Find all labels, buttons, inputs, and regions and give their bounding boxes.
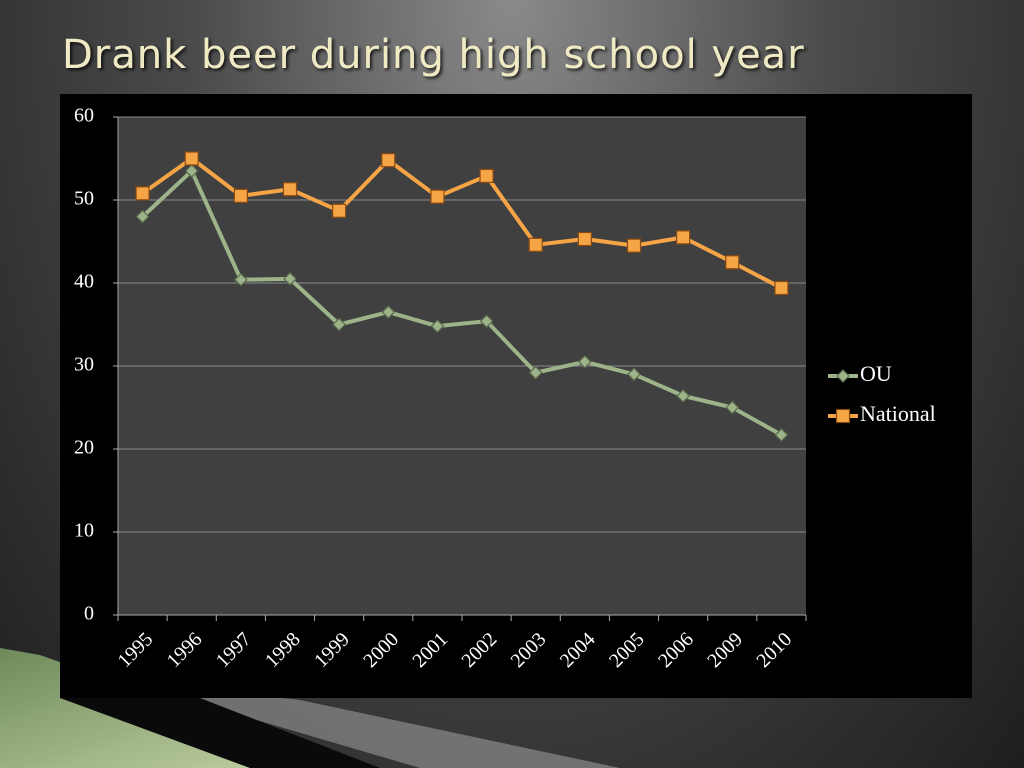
data-point <box>774 428 789 442</box>
y-tick-label: 40 <box>74 271 94 293</box>
data-point <box>430 189 445 204</box>
y-tick-label: 50 <box>74 188 94 210</box>
data-point <box>430 319 445 334</box>
y-tick-label: 0 <box>84 603 94 625</box>
legend-marker <box>835 408 851 424</box>
y-tick-label: 20 <box>74 437 94 459</box>
data-point <box>135 209 150 224</box>
data-point <box>578 355 592 369</box>
data-point <box>774 280 789 296</box>
legend-marker <box>836 369 850 383</box>
data-point <box>626 238 642 253</box>
data-point <box>332 203 347 218</box>
data-point <box>676 389 690 403</box>
data-point <box>184 151 199 166</box>
data-point <box>381 153 396 168</box>
data-point <box>135 186 150 201</box>
data-point <box>725 255 740 270</box>
data-point <box>528 237 543 252</box>
data-point <box>528 365 543 380</box>
legend-label: National <box>860 401 936 426</box>
series-line <box>141 156 783 290</box>
data-point <box>283 272 297 286</box>
y-tick-label: 60 <box>74 105 94 127</box>
decor <box>120 680 620 768</box>
decor <box>60 698 380 768</box>
data-point <box>332 317 346 332</box>
y-tick-label: 10 <box>74 520 94 542</box>
data-point <box>479 168 494 184</box>
data-point <box>381 305 396 319</box>
data-point <box>676 230 691 245</box>
data-point <box>627 367 641 382</box>
data-point <box>184 164 199 178</box>
data-point <box>234 272 248 287</box>
data-point <box>577 231 592 247</box>
data-point <box>479 314 494 329</box>
chart-title: Drank beer during high school year <box>62 32 805 78</box>
data-point <box>282 182 298 197</box>
legend-label: OU <box>860 361 892 386</box>
series-line <box>141 168 783 437</box>
y-tick-label: 30 <box>74 354 94 376</box>
data-point <box>725 400 740 415</box>
data-point <box>233 188 248 203</box>
